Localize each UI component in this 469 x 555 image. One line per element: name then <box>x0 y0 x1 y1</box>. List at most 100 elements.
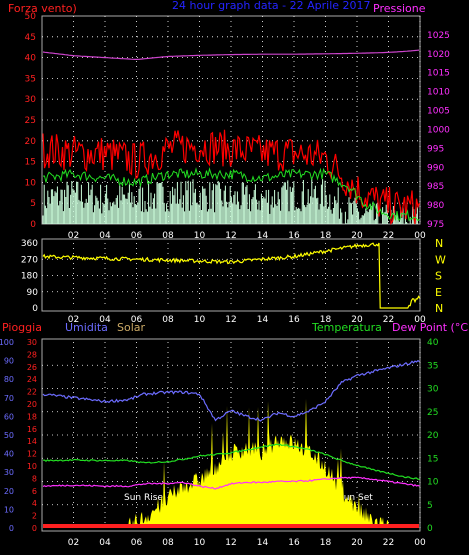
compass-direction-label: E <box>435 286 442 299</box>
pressure-axis-title: Pressione <box>373 2 426 15</box>
rain-y-tick-label: 22 <box>27 388 37 397</box>
compass-direction-label: N <box>435 237 443 250</box>
pressure-y-tick-label: 1015 <box>427 69 450 79</box>
pressure-y-tick-label: 990 <box>427 163 444 173</box>
humidity-y-tick-label: 50 <box>4 431 14 440</box>
rain-y-tick-label: 10 <box>27 462 37 471</box>
wind-speed-x-tick-label: 18 <box>320 231 332 241</box>
wind-axis-title: Forza vento) <box>8 2 77 15</box>
rain-y-tick-label: 8 <box>32 474 37 483</box>
wind-direction-x-tick-label: 04 <box>99 315 111 325</box>
thermo-x-tick-label: 08 <box>162 538 174 548</box>
wind-direction-series <box>42 242 421 309</box>
compass-direction-label: W <box>435 253 446 266</box>
wind-direction-x-tick-label: 00 <box>414 315 426 325</box>
wind-direction-y-tick-label: 0 <box>32 304 38 314</box>
pressure-y-tick-label: 975 <box>427 220 444 230</box>
wind-direction-y-tick-label: 270 <box>21 255 38 265</box>
wind-direction-x-tick-label: 12 <box>225 315 236 325</box>
humidity-y-tick-label: 60 <box>4 412 14 421</box>
thermo-x-tick-label: 14 <box>257 538 269 548</box>
rain-y-tick-label: 20 <box>27 400 37 409</box>
rain-y-tick-label: 6 <box>32 487 37 496</box>
wind-direction-x-tick-label: 06 <box>131 315 143 325</box>
thermo-x-tick-label: 18 <box>320 538 332 548</box>
wind-speed-x-tick-label: 14 <box>257 231 269 241</box>
sun-set-annotation: Sun Set <box>338 493 373 503</box>
wind-direction-x-tick-label: 22 <box>383 315 394 325</box>
thermo-x-tick-label: 02 <box>68 538 79 548</box>
humidity-y-tick-label: 90 <box>4 357 14 366</box>
rain-y-tick-label: 28 <box>27 350 37 359</box>
instant-wind-series <box>42 178 418 224</box>
thermo-x-tick-label: 22 <box>383 538 394 548</box>
dew-point-series <box>42 476 420 490</box>
pressure-y-tick-label: 1010 <box>427 88 450 98</box>
average-wind-series <box>42 166 420 222</box>
wind-speed-x-tick-label: 08 <box>162 231 174 241</box>
pressure-y-tick-label: 1020 <box>427 50 450 60</box>
wind-direction-x-tick-label: 18 <box>320 315 332 325</box>
rain-axis-title: Pioggia <box>2 321 42 334</box>
wind-speed-x-tick-label: 22 <box>383 231 394 241</box>
pressure-y-tick-label: 985 <box>427 182 444 192</box>
dew-point-axis-title: Dew Point (°C) <box>392 321 469 334</box>
rain-y-tick-label: 2 <box>32 512 37 521</box>
thermo-x-tick-label: 20 <box>351 538 363 548</box>
wind-direction-x-tick-label: 08 <box>162 315 174 325</box>
temperature-y-tick-label: 20 <box>427 431 439 441</box>
rain-y-tick-label: 16 <box>27 425 37 434</box>
thermo-x-tick-label: 06 <box>131 538 143 548</box>
solar-axis-title: Solar <box>117 321 146 334</box>
wind-speed-y-tick-label: 20 <box>25 137 37 147</box>
thermo-x-tick-label: 04 <box>99 538 111 548</box>
humidity-y-tick-label: 10 <box>4 505 14 514</box>
humidity-y-tick-label: 100 <box>0 338 14 347</box>
wind-direction-y-tick-label: 180 <box>21 272 38 282</box>
pressure-series <box>42 49 420 60</box>
wind-direction-x-tick-label: 02 <box>68 315 79 325</box>
humidity-y-tick-label: 30 <box>4 468 14 477</box>
temperature-axis-title: Temperatura <box>311 321 382 334</box>
wind-speed-y-tick-label: 50 <box>25 12 37 22</box>
temperature-y-tick-label: 10 <box>427 478 439 488</box>
temperature-series <box>42 443 420 480</box>
humidity-y-tick-label: 20 <box>4 487 14 496</box>
humidity-y-tick-label: 70 <box>4 394 14 403</box>
wind-speed-y-tick-label: 5 <box>30 199 36 209</box>
sun-rise-annotation: Sun Rise <box>124 493 163 503</box>
thermo-x-tick-label: 10 <box>194 538 206 548</box>
wind-speed-y-tick-label: 15 <box>25 158 36 168</box>
wind-direction-x-tick-label: 10 <box>194 315 206 325</box>
temperature-y-tick-label: 15 <box>427 454 438 464</box>
rain-y-tick-label: 26 <box>27 363 37 372</box>
wind-speed-y-tick-label: 40 <box>25 54 37 64</box>
pressure-y-tick-label: 1005 <box>427 107 450 117</box>
pressure-y-tick-label: 1025 <box>427 31 450 41</box>
temperature-y-tick-label: 25 <box>427 408 438 418</box>
humidity-y-tick-label: 80 <box>4 375 14 384</box>
wind-speed-x-tick-label: 20 <box>351 231 363 241</box>
wind-speed-x-tick-label: 00 <box>414 231 426 241</box>
rain-y-tick-label: 0 <box>32 524 37 533</box>
wind-direction-x-tick-label: 14 <box>257 315 269 325</box>
wind-speed-x-tick-label: 06 <box>131 231 143 241</box>
rain-series <box>43 524 419 528</box>
thermo-x-tick-label: 00 <box>414 538 426 548</box>
temperature-y-tick-label: 0 <box>427 524 433 534</box>
wind-speed-x-tick-label: 12 <box>225 231 236 241</box>
pressure-y-tick-label: 995 <box>427 144 444 154</box>
wind-speed-y-tick-label: 25 <box>25 116 36 126</box>
wind-speed-y-tick-label: 35 <box>25 74 36 84</box>
humidity-y-tick-label: 0 <box>9 524 14 533</box>
humidity-axis-title: Umidita <box>65 321 108 334</box>
rain-y-tick-label: 12 <box>27 450 37 459</box>
wind-speed-y-tick-label: 0 <box>30 220 36 230</box>
compass-direction-label: S <box>435 270 442 283</box>
thermo-x-tick-label: 16 <box>288 538 300 548</box>
humidity-y-tick-label: 40 <box>4 450 14 459</box>
wind-speed-x-tick-label: 04 <box>99 231 111 241</box>
temperature-y-tick-label: 40 <box>427 338 439 348</box>
wind-direction-panel <box>41 238 421 312</box>
